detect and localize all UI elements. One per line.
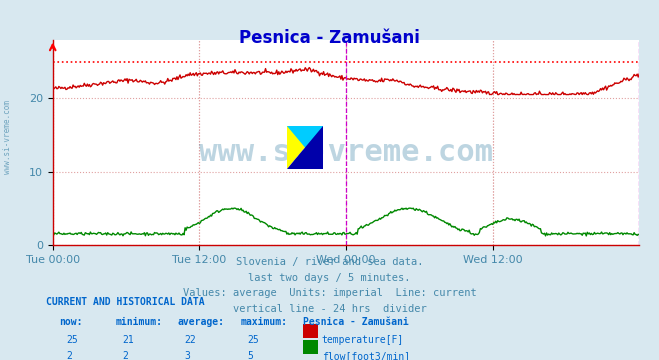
Text: flow[foot3/min]: flow[foot3/min] [322, 351, 410, 360]
Text: minimum:: minimum: [115, 317, 162, 327]
Text: Pesnica - Zamušani: Pesnica - Zamušani [303, 317, 409, 327]
Text: 2: 2 [66, 351, 72, 360]
Text: temperature[F]: temperature[F] [322, 335, 404, 345]
Text: 22: 22 [185, 335, 196, 345]
Text: maximum:: maximum: [241, 317, 287, 327]
Polygon shape [287, 126, 323, 169]
Text: www.si-vreme.com: www.si-vreme.com [199, 138, 493, 167]
Text: 25: 25 [66, 335, 78, 345]
Polygon shape [287, 126, 323, 169]
Text: 2: 2 [122, 351, 128, 360]
Text: now:: now: [59, 317, 83, 327]
Text: 21: 21 [122, 335, 134, 345]
Text: www.si-vreme.com: www.si-vreme.com [3, 100, 13, 174]
Text: Pesnica - Zamušani: Pesnica - Zamušani [239, 29, 420, 47]
Text: Slovenia / river and sea data.: Slovenia / river and sea data. [236, 257, 423, 267]
Text: 25: 25 [247, 335, 259, 345]
Text: 5: 5 [247, 351, 253, 360]
Text: 3: 3 [185, 351, 190, 360]
Text: last two days / 5 minutes.: last two days / 5 minutes. [248, 273, 411, 283]
Polygon shape [287, 126, 323, 169]
Text: CURRENT AND HISTORICAL DATA: CURRENT AND HISTORICAL DATA [46, 297, 205, 307]
Text: Values: average  Units: imperial  Line: current: Values: average Units: imperial Line: cu… [183, 288, 476, 298]
Text: vertical line - 24 hrs  divider: vertical line - 24 hrs divider [233, 304, 426, 314]
Text: average:: average: [178, 317, 225, 327]
